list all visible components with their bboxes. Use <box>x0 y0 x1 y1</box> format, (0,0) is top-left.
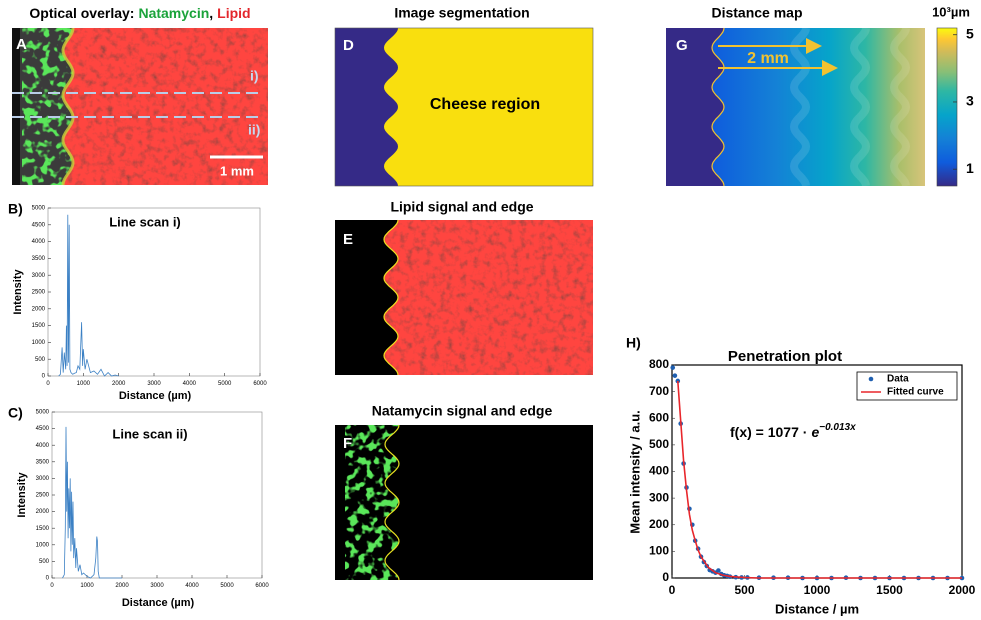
y-tick-label: 200 <box>649 517 669 531</box>
y-tick-label: 4500 <box>36 426 50 432</box>
scale-label: 1 mm <box>220 163 254 178</box>
x-axis-label: Distance / µm <box>775 601 859 616</box>
y-tick-label: 2000 <box>36 509 50 515</box>
panel-label: C) <box>8 405 23 421</box>
y-tick-label: 5000 <box>36 410 50 416</box>
colorbar-tick-label: 1 <box>966 160 974 176</box>
panel-title: Distance map <box>711 5 802 21</box>
plot-frame <box>48 208 260 376</box>
x-tick-label: 3000 <box>150 583 164 589</box>
y-tick-label: 1500 <box>32 323 46 329</box>
data-point <box>670 365 675 370</box>
y-axis-label: Intensity <box>12 269 24 315</box>
x-tick-label: 5000 <box>218 381 232 387</box>
y-tick-label: 4500 <box>32 222 46 228</box>
y-tick-label: 500 <box>649 437 669 451</box>
x-tick-label: 1000 <box>77 381 91 387</box>
y-axis-label: Intensity <box>16 472 28 518</box>
x-tick-label: 0 <box>46 381 50 387</box>
chart-title: Line scan i) <box>109 214 181 229</box>
panel-title: Natamycin signal and edge <box>372 403 553 419</box>
image-lipid-texture <box>63 28 268 185</box>
y-tick-label: 500 <box>39 559 50 565</box>
scan-label: ii) <box>248 122 260 138</box>
x-tick-label: 1000 <box>80 583 94 589</box>
image-lipid-texture <box>384 220 593 375</box>
y-tick-label: 1500 <box>36 526 50 532</box>
x-tick-label: 2000 <box>112 381 126 387</box>
panel-title: Lipid signal and edge <box>390 199 533 215</box>
x-tick-label: 4000 <box>185 583 199 589</box>
x-tick-label: 2000 <box>949 583 976 597</box>
y-tick-label: 800 <box>649 357 669 371</box>
y-axis-label: Mean intensity / a.u. <box>627 410 642 534</box>
y-tick-label: 3500 <box>32 256 46 262</box>
panel-letter: F <box>343 435 352 452</box>
x-tick-label: 0 <box>669 583 676 597</box>
y-tick-label: 600 <box>649 410 669 424</box>
y-tick-label: 3000 <box>36 476 50 482</box>
panel-title: Image segmentation <box>394 5 529 21</box>
x-tick-label: 0 <box>50 583 54 589</box>
y-tick-label: 3500 <box>36 459 50 465</box>
formula-part: e <box>811 424 819 440</box>
legend-label: Data <box>887 374 909 385</box>
chart-title: Penetration plot <box>728 348 842 365</box>
panel-letter: E <box>343 231 353 248</box>
x-tick-label: 6000 <box>255 583 269 589</box>
colorbar-tick-label: 5 <box>966 25 974 41</box>
page: {"panels": { "A": {"title_parts": ["Opti… <box>0 0 981 620</box>
x-tick-label: 3000 <box>147 381 161 387</box>
x-tick-label: 4000 <box>183 381 197 387</box>
y-tick-label: 500 <box>35 357 46 363</box>
y-tick-label: 100 <box>649 544 669 558</box>
y-tick-label: 4000 <box>32 239 46 245</box>
colorbar-label: 10³µm <box>932 4 970 19</box>
y-tick-label: 0 <box>42 374 46 380</box>
y-tick-label: 5000 <box>32 206 46 212</box>
y-tick-label: 0 <box>46 576 50 582</box>
figure: Optical overlay:Natamycin,Lipid i) ii) 1… <box>0 0 981 620</box>
formula-part: −0.013x <box>819 422 856 433</box>
legend-marker <box>869 377 874 382</box>
colorbar <box>937 28 957 186</box>
panel-title: Optical overlay:Natamycin,Lipid <box>29 5 250 21</box>
y-tick-label: 1000 <box>32 340 46 346</box>
panel-letter: D <box>343 37 354 54</box>
y-tick-label: 700 <box>649 384 669 398</box>
y-tick-label: 300 <box>649 490 669 504</box>
y-tick-label: 1000 <box>36 542 50 548</box>
x-tick-label: 1000 <box>804 583 831 597</box>
x-tick-label: 500 <box>734 583 754 597</box>
panel-letter: G <box>676 37 688 54</box>
arrow-label: 2 mm <box>747 50 789 67</box>
x-tick-label: 6000 <box>253 381 267 387</box>
chart-title: Line scan ii) <box>112 426 187 441</box>
scan-label: i) <box>250 68 259 84</box>
x-axis-label: Distance (µm) <box>119 390 192 402</box>
title-part: , <box>209 5 213 21</box>
x-tick-label: 5000 <box>220 583 234 589</box>
data-point <box>673 373 678 378</box>
x-tick-label: 1500 <box>876 583 903 597</box>
region-label: Cheese region <box>430 96 540 113</box>
y-tick-label: 2500 <box>36 493 50 499</box>
panel-label: H) <box>626 335 641 351</box>
title-part: Lipid <box>217 5 250 21</box>
legend-label: Fitted curve <box>887 387 944 398</box>
x-tick-label: 2000 <box>115 583 129 589</box>
y-tick-label: 4000 <box>36 443 50 449</box>
y-tick-label: 2500 <box>32 290 46 296</box>
y-tick-label: 400 <box>649 464 669 478</box>
title-part: Optical overlay: <box>29 5 134 21</box>
x-axis-label: Distance (µm) <box>122 597 195 609</box>
y-tick-label: 3000 <box>32 273 46 279</box>
y-tick-label: 2000 <box>32 306 46 312</box>
panel-label: B) <box>8 201 23 217</box>
formula-part: f(x) = 1077 · <box>730 424 807 440</box>
panel-letter: A <box>16 36 27 53</box>
y-tick-label: 0 <box>662 570 669 584</box>
title-part: Natamycin <box>138 5 209 21</box>
colorbar-tick-label: 3 <box>966 93 974 109</box>
